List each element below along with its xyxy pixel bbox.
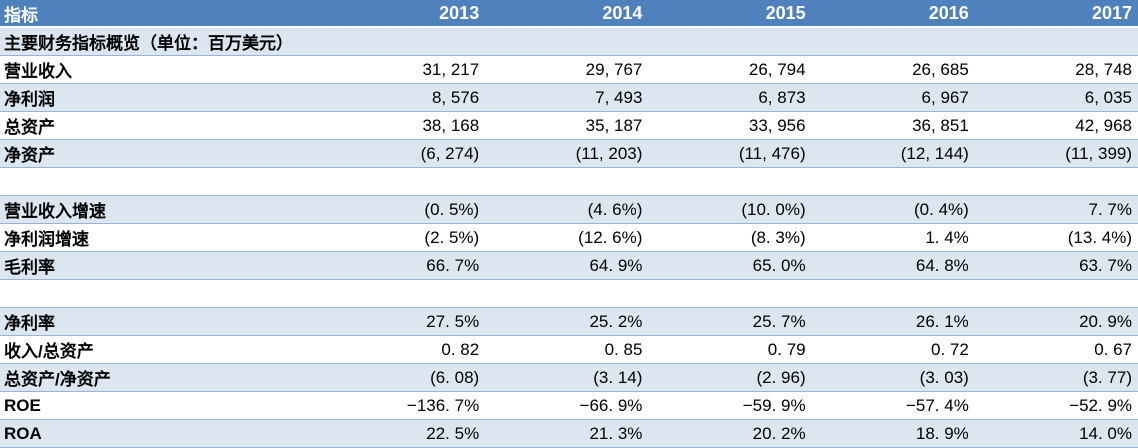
table-row: 总资产/净资产 (6. 08) (3. 14) (2. 96) (3. 03) (3. 7… [0, 364, 1138, 392]
value-cell: −136. 7% [406, 395, 480, 415]
section-title-row: 主要财务指标概览（单位：百万美元） [0, 28, 1138, 56]
table-row: 收入/总资产 0. 82 0. 85 0. 79 0. 72 0. 67 [0, 336, 1138, 364]
value-cell: 29, 767 [585, 59, 643, 79]
value-cell: 6, 873 [758, 87, 806, 107]
column-header-indicator: 指标 [4, 5, 38, 25]
row-label: 营业收入 [4, 62, 72, 81]
section-title: 主要财务指标概览（单位：百万美元） [4, 34, 293, 53]
value-cell: 28, 748 [1075, 59, 1133, 79]
value-cell: (11, 399) [1065, 143, 1133, 163]
value-cell: (13. 4%) [1067, 227, 1133, 247]
spacer-row [0, 280, 1138, 308]
value-cell: −57. 4% [905, 395, 969, 415]
table-row: 毛利率 66. 7% 64. 9% 65. 0% 64. 8% 63. 7% [0, 252, 1138, 280]
value-cell: 7. 7% [1088, 199, 1133, 219]
row-label: 总资产 [4, 118, 55, 137]
value-cell: (10. 0%) [741, 199, 806, 219]
value-cell: 6, 967 [921, 87, 969, 107]
value-cell: (12, 144) [900, 143, 969, 163]
value-cell: 0. 79 [767, 339, 806, 359]
value-cell: 38, 168 [422, 115, 480, 135]
table-row: 净资产 (6, 274) (11, 203) (11, 476) (12, 144) (1… [0, 140, 1138, 168]
value-cell: 27. 5% [426, 311, 480, 331]
value-cell: 22. 5% [426, 423, 480, 443]
row-label: 总资产/净资产 [4, 370, 111, 389]
table-row: ROE −136. 7% −66. 9% −59. 9% −57. 4% −52. 9% [0, 392, 1138, 420]
table-row: 净利率 27. 5% 25. 2% 25. 7% 26. 1% 20. 9% [0, 308, 1138, 336]
column-header-year-2014: 2014 [602, 2, 643, 23]
value-cell: 63. 7% [1079, 255, 1133, 275]
value-cell: 35, 187 [585, 115, 643, 135]
value-cell: (11, 476) [738, 143, 806, 163]
value-cell: (4. 6%) [587, 199, 643, 219]
row-label: 营业收入增速 [4, 202, 106, 221]
value-cell: (11, 203) [575, 143, 643, 163]
value-cell: 25. 2% [589, 311, 643, 331]
value-cell: 64. 9% [589, 255, 643, 275]
column-header-year-2016: 2016 [928, 2, 969, 23]
value-cell: 36, 851 [912, 115, 969, 135]
value-cell: −52. 9% [1069, 395, 1133, 415]
value-cell: (12. 6%) [578, 227, 643, 247]
value-cell: 0. 67 [1094, 339, 1133, 359]
value-cell: 8, 576 [431, 87, 480, 107]
column-header-year-2013: 2013 [439, 2, 480, 23]
value-cell: 6, 035 [1084, 87, 1133, 107]
value-cell: (2. 96) [756, 367, 806, 387]
column-header-year-2017: 2017 [1091, 2, 1133, 23]
table-row: 净利润 8, 576 7, 493 6, 873 6, 967 6, 035 [0, 84, 1138, 112]
row-label: 收入/总资产 [4, 342, 94, 361]
value-cell: 18. 9% [915, 423, 969, 443]
value-cell: −66. 9% [579, 395, 643, 415]
value-cell: 20. 2% [752, 423, 806, 443]
value-cell: 26, 794 [748, 59, 806, 79]
value-cell: (3. 77) [1082, 367, 1133, 387]
value-cell: (0. 5%) [424, 199, 480, 219]
table-row: 营业收入增速 (0. 5%) (4. 6%) (10. 0%) (0. 4%) 7. 7% [0, 196, 1138, 224]
value-cell: 7, 493 [595, 87, 643, 107]
value-cell: (0. 4%) [914, 199, 969, 219]
value-cell: 0. 82 [441, 339, 480, 359]
value-cell: 14. 0% [1079, 423, 1133, 443]
spacer-row [0, 168, 1138, 196]
row-label: 净利润增速 [4, 230, 89, 249]
value-cell: 31, 217 [422, 59, 480, 79]
value-cell: 64. 8% [915, 255, 969, 275]
value-cell: 25. 7% [752, 311, 806, 331]
value-cell: 0. 72 [931, 339, 969, 359]
row-label: ROA [4, 423, 42, 443]
table-row: 净利润增速 (2. 5%) (12. 6%) (8. 3%) 1. 4% (13. 4%) [0, 224, 1138, 252]
row-label: 净利润 [4, 90, 55, 109]
row-label: 净资产 [4, 146, 55, 165]
value-cell: 26. 1% [915, 311, 969, 331]
value-cell: 65. 0% [752, 255, 806, 275]
value-cell: 66. 7% [426, 255, 480, 275]
column-header-year-2015: 2015 [765, 2, 806, 23]
value-cell: (6, 274) [420, 143, 480, 163]
table-body: 营业收入 31, 217 29, 767 26, 794 26, 685 28, 748 净… [0, 56, 1138, 448]
value-cell: 33, 956 [748, 115, 806, 135]
row-label: ROE [4, 395, 41, 415]
row-label: 毛利率 [4, 258, 55, 277]
table-header-row: 指标 2013 2014 2015 2016 2017 [0, 0, 1138, 28]
value-cell: (2. 5%) [424, 227, 480, 247]
value-cell: (3. 14) [593, 367, 643, 387]
value-cell: 21. 3% [589, 423, 643, 443]
value-cell: −59. 9% [742, 395, 806, 415]
value-cell: 20. 9% [1079, 311, 1133, 331]
table-row: ROA 22. 5% 21. 3% 20. 2% 18. 9% 14. 0% [0, 420, 1138, 448]
value-cell: (8. 3%) [750, 227, 806, 247]
table-row: 总资产 38, 168 35, 187 33, 956 36, 851 42, 968 [0, 112, 1138, 140]
value-cell: 1. 4% [925, 227, 969, 247]
value-cell: 42, 968 [1075, 115, 1133, 135]
value-cell: (6. 08) [430, 367, 480, 387]
value-cell: 26, 685 [912, 59, 969, 79]
table-row: 营业收入 31, 217 29, 767 26, 794 26, 685 28, 748 [0, 56, 1138, 84]
value-cell: (3. 03) [919, 367, 969, 387]
row-label: 净利率 [4, 314, 55, 333]
value-cell: 0. 85 [604, 339, 643, 359]
